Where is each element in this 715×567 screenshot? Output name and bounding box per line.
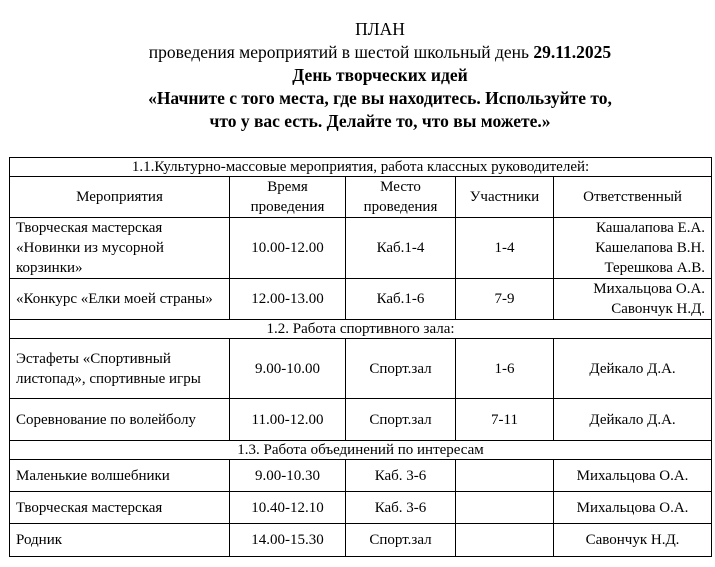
event-cell: «Конкурс «Елки моей страны»: [9, 278, 230, 320]
participants-cell: [455, 491, 554, 524]
responsible-name: Михальцова О.А.: [576, 499, 689, 516]
column-header: Участники: [455, 176, 554, 218]
time-cell: 10.00-12.00: [229, 217, 346, 279]
plan-subtitle: проведения мероприятий в шестой школьный…: [40, 41, 715, 64]
table-row: Соревнование по волейболу 11.00-12.00 Спор…: [9, 398, 713, 441]
events-table: 1.1.Культурно-массовые мероприятия, рабо…: [8, 157, 713, 557]
responsible-name: Савончук Н.Д.: [611, 301, 706, 317]
section-row: 1.1.Культурно-массовые мероприятия, рабо…: [8, 157, 713, 177]
responsible-name: Дейкало Д.А.: [589, 360, 676, 377]
event-cell: Творческая мастерская: [9, 491, 230, 524]
participants-cell: 7-11: [455, 398, 554, 441]
responsible-name: Кашалапова Е.А.: [595, 220, 706, 236]
plan-date: 29.11.2025: [533, 42, 612, 62]
place-cell: Спорт.зал: [345, 523, 456, 557]
plan-title: ПЛАН: [355, 19, 405, 39]
column-header-row: Мероприятия Время проведения Место проведе…: [9, 176, 713, 218]
table-row: Маленькие волшебники 9.00-10.30 Каб. 3-6 Ми…: [9, 459, 713, 492]
time-cell: 9.00-10.30: [229, 459, 346, 492]
participants-cell: 1-6: [455, 338, 554, 399]
subtitle-text: проведения мероприятий в шестой школьный…: [148, 42, 534, 62]
column-header: Место проведения: [345, 176, 456, 218]
section-row: 1.2. Работа спортивного зала:: [8, 319, 713, 339]
table-row: Творческая мастерская «Новинки из мусорн…: [9, 217, 713, 279]
table-row: Творческая мастерская 10.40-12.10 Каб. 3-6…: [9, 491, 713, 524]
responsible-cell: Савончук Н.Д.: [552, 523, 713, 557]
place-cell: Каб. 3-6: [345, 491, 456, 524]
table-row: Родник 14.00-15.30 Спорт.зал Савончук Н.Д.: [9, 523, 713, 557]
responsible-cell: Дейкало Д.А.: [552, 338, 713, 399]
responsible-name: Михальцова О.А.: [593, 281, 706, 297]
column-header: Время проведения: [229, 176, 346, 218]
responsible-cell: Михальцова О.А.: [552, 491, 713, 524]
place-cell: Спорт.зал: [345, 338, 456, 399]
responsible-cell: Дейкало Д.А.: [552, 398, 713, 441]
responsible-cell: Михальцова О.А.: [552, 459, 713, 492]
participants-cell: [455, 523, 554, 557]
event-cell: Соревнование по волейболу: [9, 398, 230, 441]
responsible-name: Савончук Н.Д.: [585, 532, 680, 548]
time-cell: 9.00-10.00: [229, 338, 346, 399]
quote-line-2: что у вас есть. Делайте то, что вы может…: [209, 111, 551, 131]
place-cell: Каб.1-6: [345, 278, 456, 320]
section-row: 1.3. Работа объединений по интересам: [8, 440, 713, 460]
event-cell: Маленькие волшебники: [9, 459, 230, 492]
time-cell: 10.40-12.10: [229, 491, 346, 524]
responsible-name: Михальцова О.А.: [576, 467, 689, 484]
section-title: 1.2. Работа спортивного зала:: [8, 319, 713, 339]
event-cell: Творческая мастерская «Новинки из мусорн…: [9, 217, 230, 279]
place-cell: Каб.1-4: [345, 217, 456, 279]
participants-cell: 1-4: [455, 217, 554, 279]
document-header: ПЛАН проведения мероприятий в шестой шко…: [40, 18, 715, 133]
event-cell: Эстафеты «Спортивный листопад», спортивн…: [9, 338, 230, 399]
time-cell: 11.00-12.00: [229, 398, 346, 441]
responsible-cell: Михальцова О.А. Савончук Н.Д.: [552, 278, 713, 320]
column-header: Ответственный: [552, 176, 713, 218]
section-title: 1.1.Культурно-массовые мероприятия, рабо…: [8, 157, 713, 177]
table-row: Эстафеты «Спортивный листопад», спортивн…: [9, 338, 713, 399]
time-cell: 14.00-15.30: [229, 523, 346, 557]
column-header: Мероприятия: [9, 176, 230, 218]
section-title: 1.3. Работа объединений по интересам: [8, 440, 713, 460]
quote-line-1: «Начните с того места, где вы находитесь…: [148, 88, 612, 108]
participants-cell: [455, 459, 554, 492]
table-row: «Конкурс «Елки моей страны» 12.00-13.00 Ка…: [9, 278, 713, 320]
place-cell: Спорт.зал: [345, 398, 456, 441]
event-cell: Родник: [9, 523, 230, 557]
day-name: День творческих идей: [292, 65, 468, 85]
responsible-name: Дейкало Д.А.: [589, 411, 676, 428]
responsible-name: Терешкова А.В.: [604, 260, 706, 276]
responsible-name: Кашелапова В.Н.: [595, 240, 706, 256]
responsible-cell: Кашалапова Е.А. Кашелапова В.Н. Терешкова …: [552, 217, 713, 279]
participants-cell: 7-9: [455, 278, 554, 320]
time-cell: 12.00-13.00: [229, 278, 346, 320]
place-cell: Каб. 3-6: [345, 459, 456, 492]
